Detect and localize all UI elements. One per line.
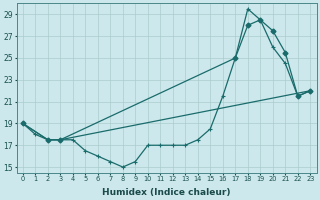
X-axis label: Humidex (Indice chaleur): Humidex (Indice chaleur) (102, 188, 231, 197)
